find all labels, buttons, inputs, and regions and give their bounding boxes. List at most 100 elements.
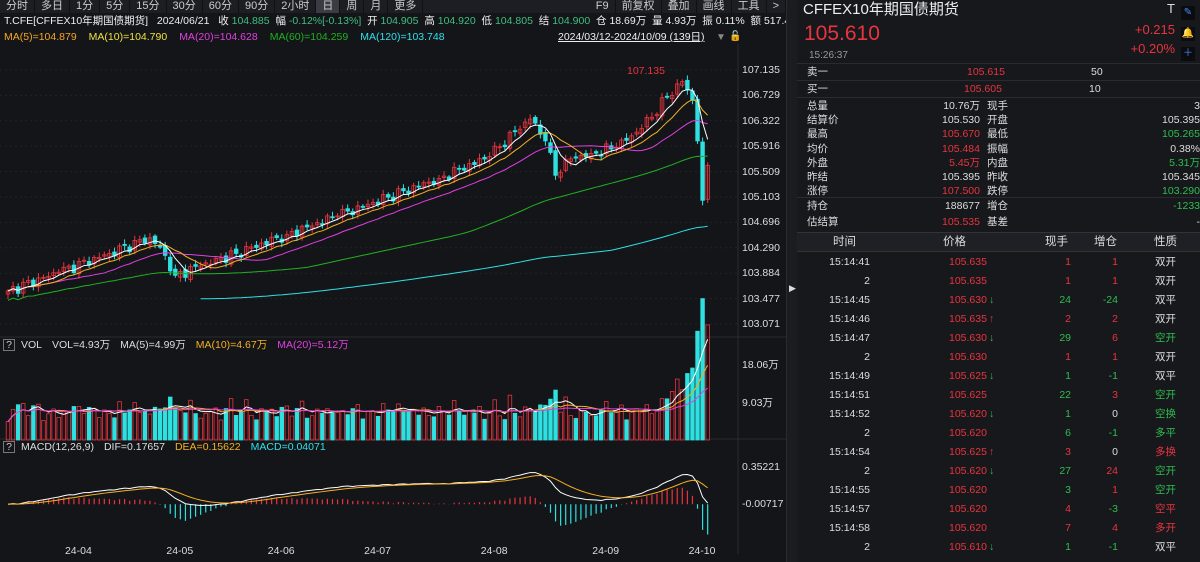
period-tab[interactable]: 分时	[0, 0, 35, 13]
volume-bar	[233, 415, 239, 441]
candle-up	[558, 171, 563, 178]
candle-up	[26, 280, 31, 283]
volume-bar	[304, 417, 310, 441]
volume-bar	[162, 407, 168, 441]
lock-icon[interactable]: 🔓	[729, 31, 742, 42]
help-icon[interactable]: ?	[3, 339, 15, 351]
volume-bar	[386, 409, 391, 441]
vol-value: 4.93万	[665, 15, 697, 27]
column-header[interactable]: 增仓	[1094, 236, 1117, 248]
trade-price: 105.635	[949, 256, 987, 268]
column-header[interactable]: 性质	[1154, 236, 1177, 248]
add-icon[interactable]: ＋	[1181, 47, 1195, 61]
trade-qty: 1	[1065, 275, 1071, 287]
settle-value: 104.900	[552, 15, 591, 27]
trade-price: 105.610	[949, 541, 987, 553]
toolbar-button[interactable]: 工具	[732, 0, 767, 13]
period-tab[interactable]: 1分	[70, 0, 101, 13]
trade-nature: 空开	[1155, 484, 1176, 496]
bid-row: 买一 105.605 10	[797, 80, 1200, 97]
stat-label: 估结算	[807, 216, 839, 228]
volume-bar	[614, 411, 619, 441]
ma-legend-item: MA(20)=104.628	[179, 31, 258, 43]
toolbar-button[interactable]: 画线	[697, 0, 732, 13]
period-tab[interactable]: 30分	[167, 0, 203, 13]
dropdown-caret-icon[interactable]: ▼	[716, 32, 726, 43]
column-header[interactable]: 现手	[1045, 236, 1068, 248]
trade-oi-change: 1	[1112, 484, 1118, 496]
column-header[interactable]: 价格	[943, 236, 966, 248]
volume-bar	[193, 413, 198, 441]
trade-price: 105.625	[949, 446, 987, 458]
panel-splitter[interactable]: ▶	[786, 0, 797, 562]
candle-up	[61, 266, 66, 272]
candle-down	[264, 240, 269, 246]
trade-nature: 多平	[1155, 427, 1176, 439]
volume-bar	[619, 404, 624, 441]
candle-up	[604, 143, 609, 155]
candle-up	[644, 117, 650, 128]
toolbar-button[interactable]: 叠加	[662, 0, 697, 13]
stat-value: 105.265	[1162, 128, 1200, 141]
stat-label: 增仓	[987, 200, 1008, 212]
candle-up	[137, 239, 143, 243]
volume-bar	[593, 415, 599, 441]
stat-value: -	[1196, 216, 1200, 228]
stat-row: 外盘 5.45万 内盘 5.31万	[797, 157, 1200, 171]
date-axis-label: 24-09	[592, 545, 620, 557]
candle-up	[81, 259, 87, 262]
volume-bar	[675, 378, 680, 441]
date-range-selector[interactable]: 2024/03/12-2024/10/09 (139日)	[558, 31, 705, 43]
period-tab[interactable]: 60分	[203, 0, 239, 13]
stat-label: 均价	[807, 142, 828, 155]
volume-bar	[244, 399, 249, 441]
stat-value: 5.31万	[1169, 156, 1200, 169]
candle-up	[365, 203, 371, 207]
price-axis-label: 103.071	[742, 318, 780, 330]
period-tab[interactable]: 5分	[100, 0, 131, 13]
period-tab[interactable]: 90分	[239, 0, 276, 13]
volume-bar	[624, 419, 629, 441]
period-tab[interactable]: 更多	[388, 0, 424, 13]
candle-up	[355, 205, 361, 215]
quote-panel: CFFEX10年期国债期货 105.610 15:26:37 T +0.215 …	[797, 0, 1200, 562]
volume-bar	[330, 412, 335, 441]
period-tab[interactable]: 15分	[130, 0, 167, 13]
volume-bar	[441, 410, 447, 441]
toolbar-button[interactable]: 前复权	[616, 0, 662, 13]
period-tab[interactable]: 多日	[35, 0, 70, 13]
trade-oi-change: -1	[1108, 541, 1118, 553]
trade-time: 15:14:41	[829, 256, 870, 268]
column-header[interactable]: 时间	[833, 236, 856, 248]
toolbar-button[interactable]: F9	[590, 0, 616, 13]
toolbar-button[interactable]: >	[767, 0, 786, 13]
period-tab[interactable]: 周	[340, 0, 365, 13]
trade-qty: 7	[1065, 522, 1071, 534]
volume-bar	[218, 419, 224, 441]
period-tab[interactable]: 2小时	[275, 0, 317, 13]
date-axis-label: 24-07	[364, 545, 391, 557]
candle-up	[249, 246, 254, 249]
volume-bar	[264, 411, 269, 441]
volume-bar	[15, 404, 21, 441]
period-tab[interactable]: 日	[316, 0, 341, 13]
trade-oi-change: 0	[1112, 408, 1118, 420]
candle-up	[66, 265, 72, 269]
volume-bar	[533, 410, 538, 441]
volume-bar	[431, 416, 437, 441]
volume-bar	[228, 398, 234, 441]
date-axis-label: 24-06	[267, 545, 295, 557]
bell-icon[interactable]: 🔔	[1181, 27, 1195, 41]
edit-icon[interactable]: ✎	[1181, 6, 1195, 20]
volume-bar	[107, 413, 112, 441]
oi-value: 18.69万	[609, 15, 647, 27]
volume-bar	[112, 417, 117, 441]
candle-up	[507, 131, 513, 149]
volume-bar	[462, 414, 467, 441]
candle-up	[578, 154, 584, 161]
volume-bar	[61, 410, 66, 441]
period-tab[interactable]: 月	[364, 0, 389, 13]
expand-arrow-icon[interactable]: ▶	[789, 283, 796, 293]
help-icon[interactable]: ?	[3, 441, 15, 453]
ma5-line	[7, 89, 709, 292]
